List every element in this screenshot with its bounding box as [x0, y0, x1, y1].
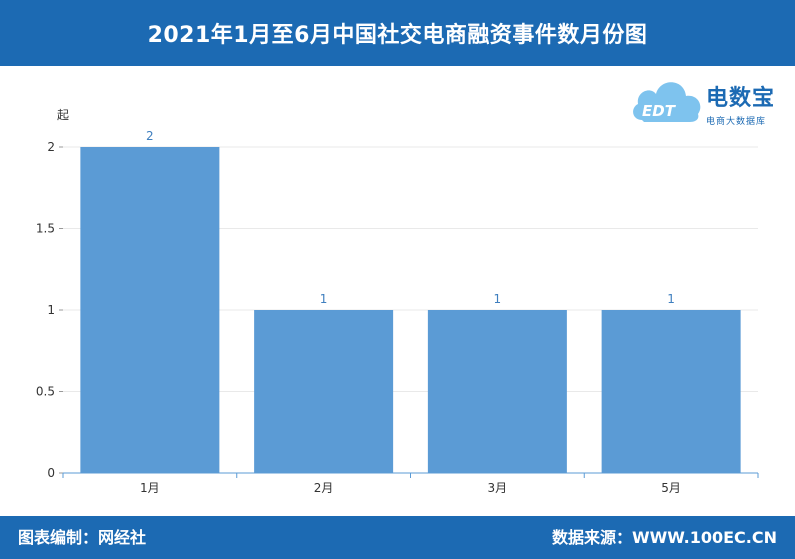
axes: 0 0.5 1 1.5 2 1月 2月 3月 5月 — [36, 140, 759, 495]
footer-compiler: 图表编制：网经社 — [18, 528, 147, 547]
logo-brand: 电数宝 — [706, 86, 776, 111]
y-tick-label: 1.5 — [36, 222, 55, 236]
bar-value-label: 2 — [146, 129, 154, 143]
cloud-logo-icon: EDT — [633, 82, 701, 122]
bar-value-label: 1 — [494, 292, 502, 306]
bar — [254, 310, 394, 473]
x-tick-label: 1月 — [140, 481, 160, 495]
bar — [427, 310, 567, 473]
y-tick-label: 0 — [47, 466, 55, 480]
y-axis-label: 起 — [57, 108, 69, 122]
bars — [80, 147, 741, 473]
chart-header: 2021年1月至6月中国社交电商融资事件数月份图 — [0, 0, 795, 66]
bar — [80, 147, 220, 473]
data-labels: 2 1 1 1 — [146, 129, 675, 306]
bar — [601, 310, 741, 473]
logo-subtitle: 电商大数据库 — [706, 117, 767, 127]
bar-chart: 2 1 1 1 0 0.5 1 1.5 2 1月 2月 3月 5月 起 — [0, 66, 795, 516]
y-tick-label: 0.5 — [36, 385, 55, 399]
logo-mark-text: EDT — [642, 102, 677, 120]
footer-source: 数据来源：WWW.100EC.CN — [551, 528, 777, 547]
x-tick-label: 3月 — [488, 481, 508, 495]
bar-value-label: 1 — [320, 292, 328, 306]
y-tick-label: 2 — [47, 140, 55, 154]
chart-canvas: 2 1 1 1 0 0.5 1 1.5 2 1月 2月 3月 5月 起 — [36, 108, 759, 495]
page-title: 2021年1月至6月中国社交电商融资事件数月份图 — [147, 23, 648, 48]
chart-footer: 图表编制：网经社 数据来源：WWW.100EC.CN — [0, 516, 795, 559]
x-tick-label: 5月 — [661, 481, 681, 495]
y-tick-label: 1 — [47, 303, 55, 317]
bar-value-label: 1 — [667, 292, 675, 306]
logo: EDT 电数宝 电商大数据库 — [628, 70, 793, 134]
x-tick-label: 2月 — [314, 481, 334, 495]
